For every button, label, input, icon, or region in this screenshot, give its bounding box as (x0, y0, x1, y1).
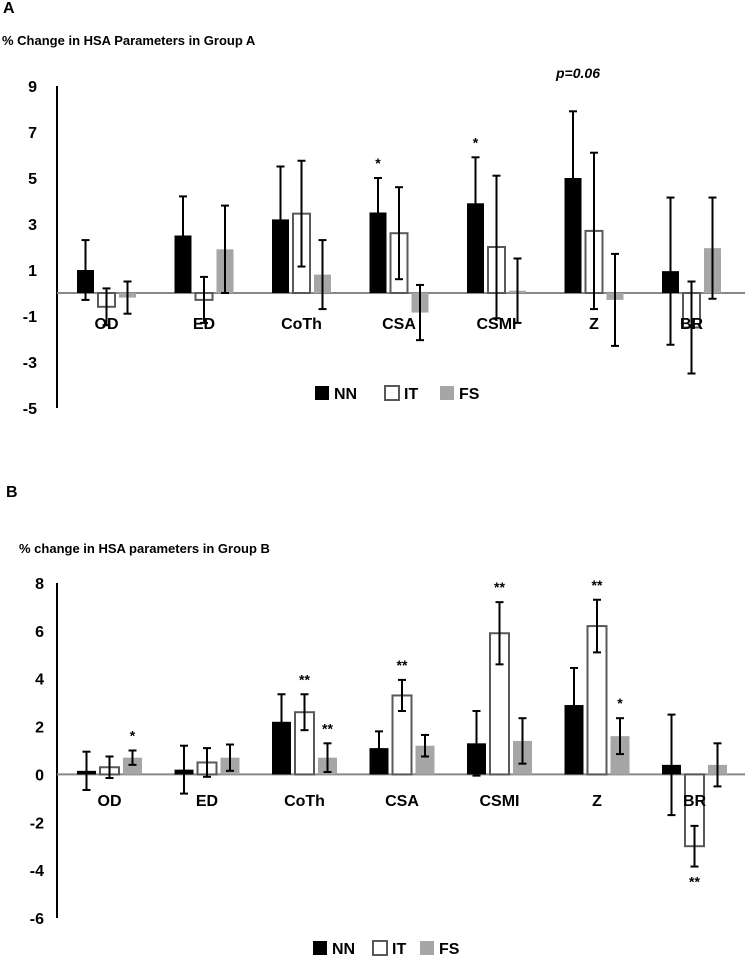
panel-b-title: % change in HSA parameters in Group B (19, 541, 270, 556)
category-label-od: OD (95, 316, 119, 333)
category-label-csmi: CSMI (477, 316, 517, 333)
significance-marker: ** (322, 720, 333, 736)
legend-swatch-nn (315, 386, 329, 400)
bar-fs-z (610, 736, 630, 775)
legend-label-nn: NN (332, 941, 355, 958)
legend-label-nn: NN (334, 386, 357, 403)
y-tick-label-a: -5 (23, 401, 37, 418)
y-tick-label-b: -4 (30, 863, 44, 880)
y-tick-label-a: -3 (23, 355, 37, 372)
category-label-coth: CoTh (281, 316, 322, 333)
significance-marker: ** (397, 657, 408, 673)
y-tick-label-a: 1 (28, 263, 37, 280)
category-label-z: Z (589, 316, 599, 333)
y-tick-label-b: 4 (35, 672, 44, 689)
y-tick-label-b: -6 (30, 911, 44, 928)
legend-swatch-it (372, 940, 388, 956)
panel-a-title: % Change in HSA Parameters in Group A (2, 33, 256, 48)
y-tick-label-a: 9 (28, 79, 37, 96)
y-tick-label-a: 5 (28, 171, 37, 188)
y-tick-label-a: -1 (23, 309, 37, 326)
y-tick-label-b: 6 (35, 624, 44, 641)
significance-marker: ** (592, 577, 603, 593)
legend-label-it: IT (404, 386, 418, 403)
category-label-ed: ED (196, 793, 218, 810)
significance-marker: * (617, 695, 623, 711)
legend-swatch-fs (420, 941, 434, 955)
p-value-label: p=0.06 (555, 65, 600, 81)
category-label-csa: CSA (382, 316, 416, 333)
significance-marker: * (473, 134, 479, 150)
category-label-br: BR (683, 793, 707, 810)
y-tick-label-b: -2 (30, 815, 44, 832)
panel-b-letter: B (6, 484, 18, 501)
category-label-coth: CoTh (284, 793, 325, 810)
legend-label-fs: FS (439, 941, 460, 958)
category-label-od: OD (98, 793, 122, 810)
y-tick-label-b: 2 (35, 720, 44, 737)
bar-fs-csa (415, 745, 435, 775)
category-label-ed: ED (193, 316, 215, 333)
category-label-br: BR (680, 316, 704, 333)
legend-swatch-fs (440, 386, 454, 400)
bar-nn-csa (369, 212, 387, 293)
y-tick-label-a: 3 (28, 217, 37, 234)
legend-swatch-it (384, 385, 400, 401)
panel-a-letter: A (3, 0, 15, 17)
y-tick-label-b: 0 (35, 767, 44, 784)
category-label-csmi: CSMI (480, 793, 520, 810)
significance-marker: ** (689, 874, 700, 890)
bar-fs-od (123, 757, 142, 775)
legend-swatch-nn (313, 941, 327, 955)
y-tick-label-a: 7 (28, 125, 37, 142)
legend-label-it: IT (392, 941, 406, 958)
y-tick-label-b: 8 (35, 576, 44, 593)
legend-label-fs: FS (459, 386, 480, 403)
category-label-z: Z (592, 793, 602, 810)
category-label-csa: CSA (385, 793, 419, 810)
significance-marker: ** (299, 671, 310, 687)
significance-marker: * (375, 155, 381, 171)
significance-marker: * (130, 728, 136, 744)
significance-marker: ** (494, 579, 505, 595)
